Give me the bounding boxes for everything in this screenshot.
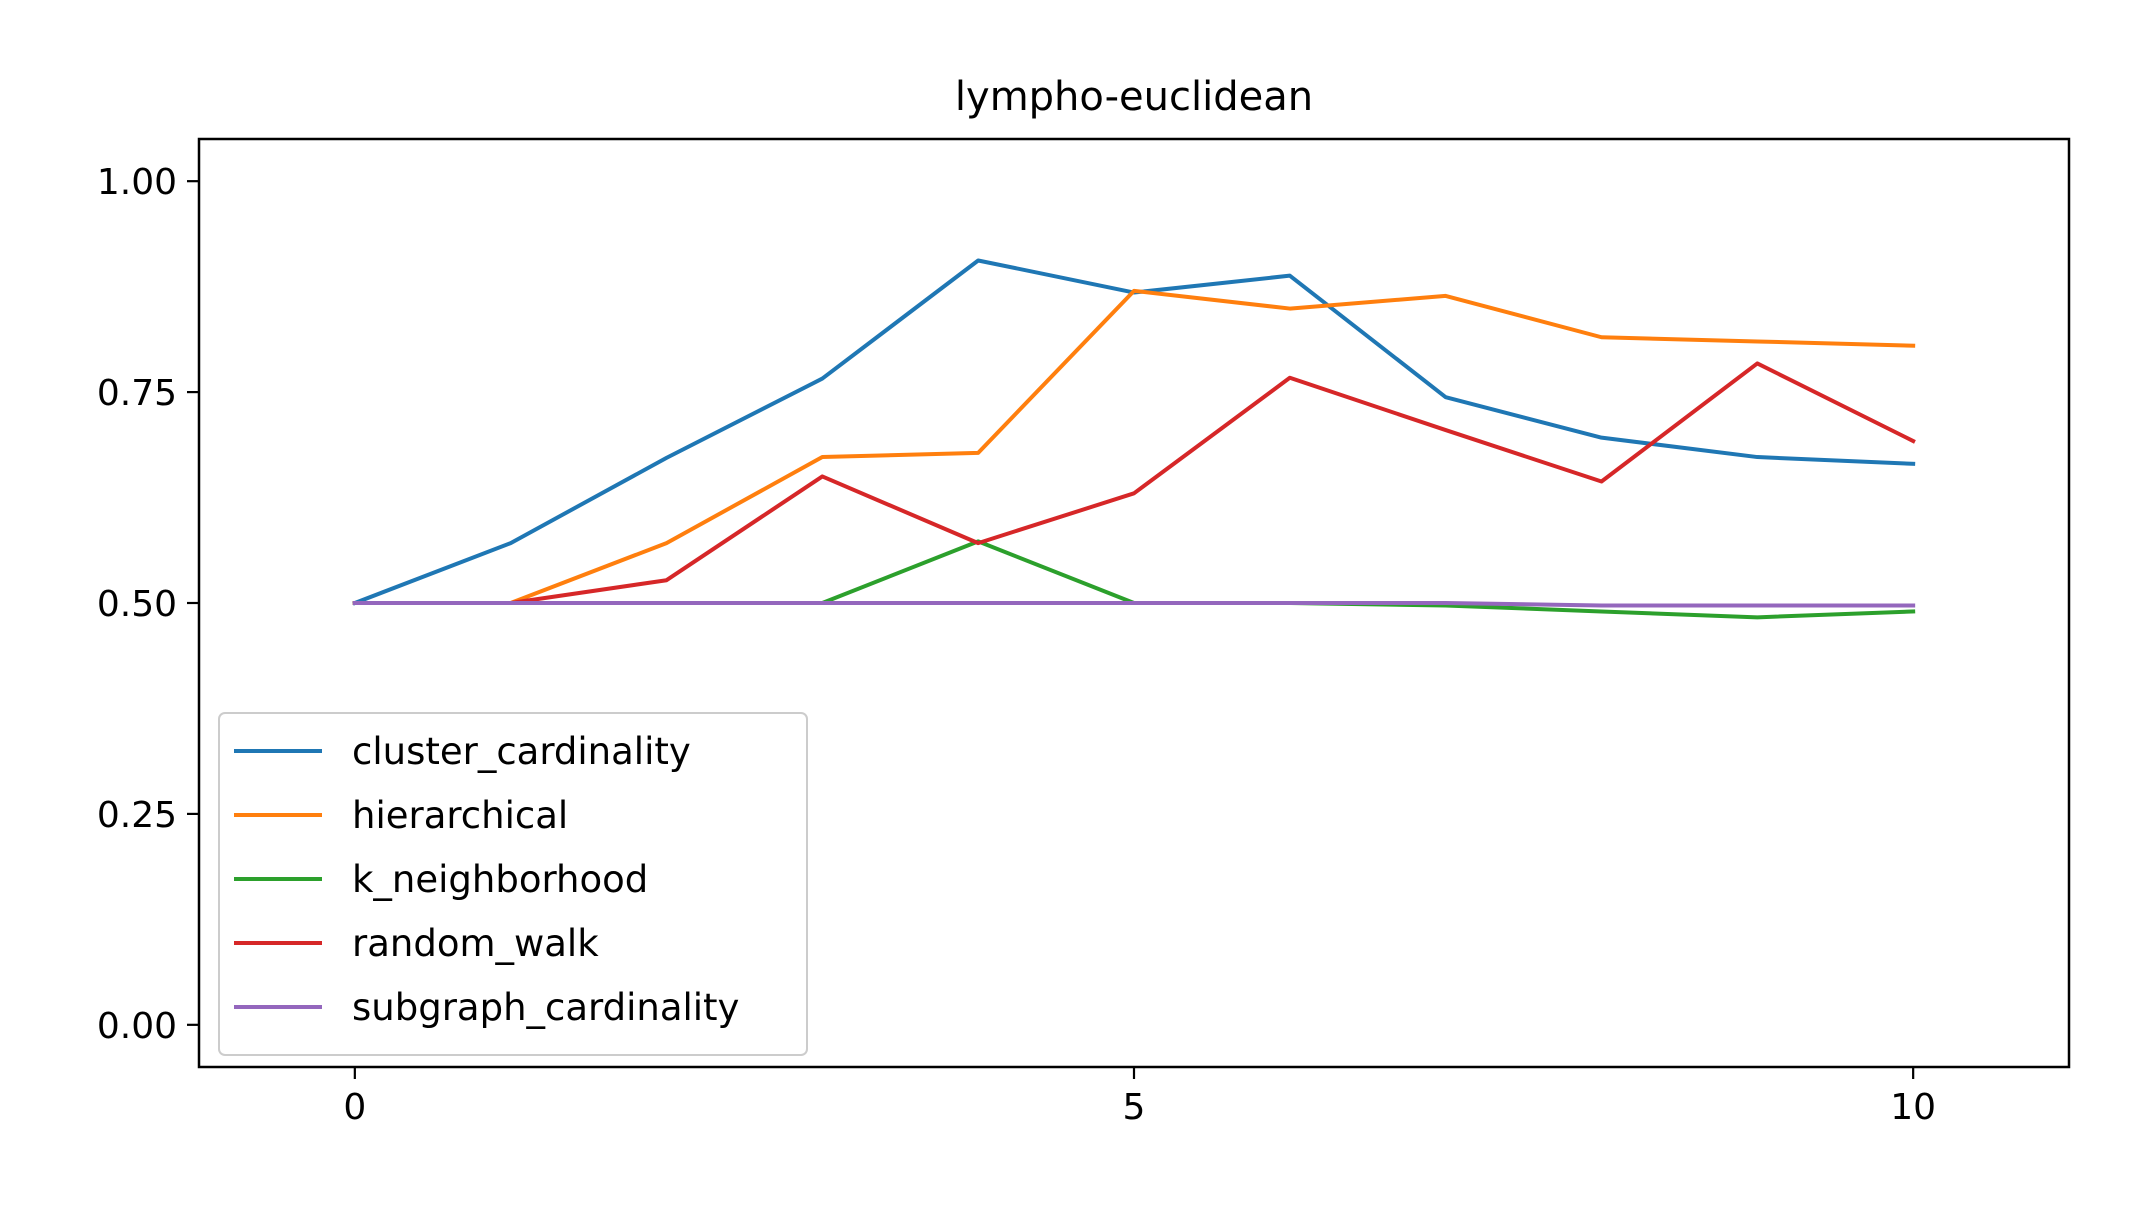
y-tick-label: 0.25	[97, 795, 177, 836]
axes-frame	[197, 137, 2071, 1069]
series-line-subgraph-cardinality	[352, 601, 1916, 608]
legend-box	[218, 712, 808, 1056]
y-tick-label: 1.00	[97, 162, 177, 203]
y-tick-label: 0.50	[97, 584, 177, 625]
y-tick-label: 0.00	[97, 1006, 177, 1047]
legend-label: k_neighborhood	[352, 858, 648, 901]
x-tick-label: 10	[1890, 1087, 1936, 1128]
x-tick-label: 0	[343, 1087, 366, 1128]
series-line-hierarchical	[352, 288, 1916, 605]
legend-label: subgraph_cardinality	[352, 986, 739, 1029]
y-tick-label: 0.75	[97, 373, 177, 414]
series-lines	[352, 258, 1916, 620]
x-tick-label: 5	[1123, 1087, 1146, 1128]
series-line-random-walk	[352, 361, 1916, 605]
legend-label: random_walk	[352, 922, 599, 965]
legend-label: hierarchical	[352, 794, 568, 837]
legend-label: cluster_cardinality	[352, 730, 691, 773]
chart-title: lympho-euclidean	[955, 74, 1313, 120]
legend: cluster_cardinality hierarchical k_neighbo…	[218, 712, 808, 1056]
axes: 0 5 10 0.00 0.25 0.50 0.75 1.00	[97, 162, 1936, 1128]
